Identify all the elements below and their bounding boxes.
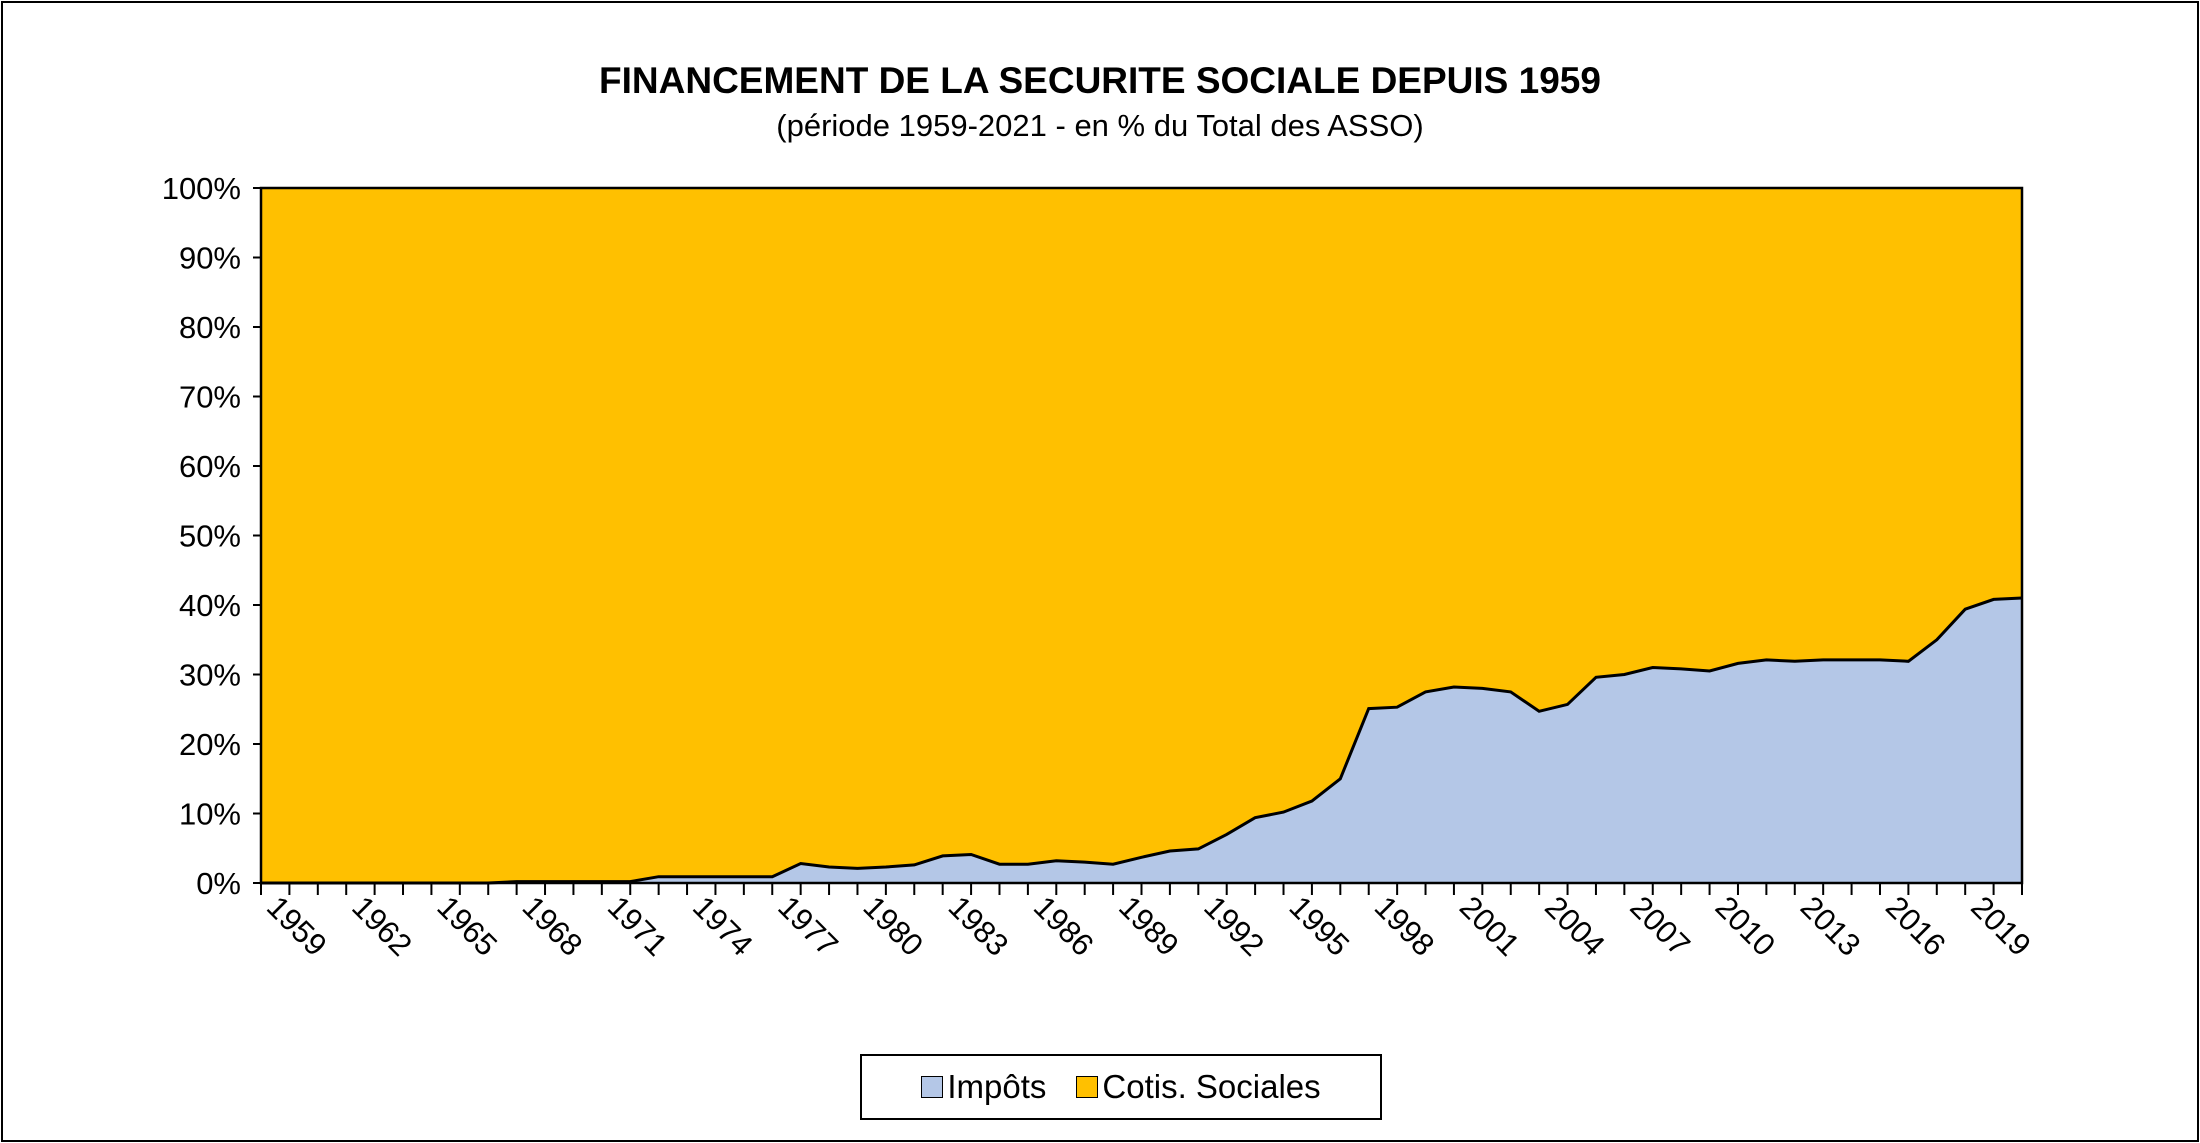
legend-label-cotis: Cotis. Sociales [1102, 1068, 1321, 1105]
x-tick-label: 1992 [1197, 889, 1271, 963]
x-tick-label: 1971 [601, 889, 675, 963]
y-tick-label: 20% [179, 727, 241, 762]
y-tick-label: 70% [179, 380, 241, 415]
chart-subtitle: (période 1959-2021 - en % du Total des A… [776, 108, 1424, 143]
y-tick-label: 40% [179, 588, 241, 623]
x-tick-label: 1980 [857, 889, 931, 963]
y-tick-label: 90% [179, 241, 241, 276]
x-tick-label: 1986 [1027, 889, 1101, 963]
x-tick-label: 1974 [686, 889, 760, 963]
area-impots [261, 598, 2022, 883]
y-tick-label: 10% [179, 797, 241, 832]
x-tick-label: 1977 [771, 889, 845, 963]
chart-title: FINANCEMENT DE LA SECURITE SOCIALE DEPUI… [599, 60, 1601, 101]
x-tick-label: 1983 [942, 889, 1016, 963]
x-tick-label: 2004 [1538, 889, 1612, 963]
x-tick-label: 2001 [1453, 889, 1527, 963]
y-tick-label: 60% [179, 449, 241, 484]
area-boundary-line [261, 596, 2023, 885]
x-tick-label: 1968 [516, 889, 590, 963]
x-tick-label: 2013 [1794, 889, 1868, 963]
x-tick-label: 1995 [1283, 889, 1357, 963]
legend-item-cotis: Cotis. Sociales [1076, 1068, 1321, 1106]
legend: Impôts Cotis. Sociales [860, 1054, 1382, 1120]
x-tick-label: 2007 [1623, 889, 1697, 963]
x-tick-label: 1989 [1112, 889, 1186, 963]
legend-item-impots: Impôts [921, 1068, 1046, 1106]
x-tick-label: 2016 [1879, 889, 1953, 963]
x-tick-label: 1962 [345, 889, 419, 963]
y-tick-label: 0% [196, 866, 241, 901]
y-tick-label: 100% [162, 171, 241, 206]
x-tick-label: 2010 [1709, 889, 1783, 963]
x-tick-label: 1965 [430, 889, 504, 963]
y-tick-label: 30% [179, 658, 241, 693]
y-tick-label: 80% [179, 310, 241, 345]
x-tick-label: 2019 [1964, 889, 2038, 963]
legend-label-impots: Impôts [947, 1068, 1047, 1105]
legend-swatch-cotis [1076, 1076, 1099, 1098]
legend-swatch-impots [921, 1076, 944, 1098]
x-tick-label: 1998 [1368, 889, 1442, 963]
y-tick-label: 50% [179, 519, 241, 554]
x-tick-label: 1959 [260, 889, 334, 963]
